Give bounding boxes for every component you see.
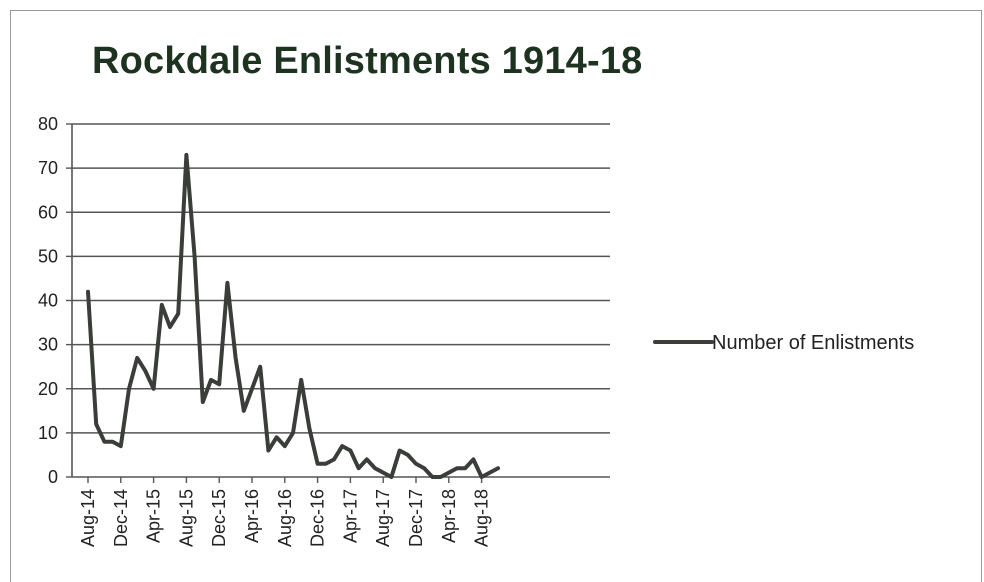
data-point xyxy=(406,453,410,457)
data-point xyxy=(463,466,467,470)
x-tick-label: Dec-15 xyxy=(209,489,229,547)
y-tick-label: 30 xyxy=(38,335,58,355)
data-point xyxy=(234,356,238,360)
data-point xyxy=(291,431,295,435)
data-point xyxy=(348,448,352,453)
data-point xyxy=(209,378,213,382)
data-point xyxy=(242,409,246,413)
data-point xyxy=(480,475,484,479)
y-tick-label: 80 xyxy=(38,114,58,134)
y-tick-label: 20 xyxy=(38,379,58,399)
y-tick-label: 60 xyxy=(38,202,58,222)
data-point xyxy=(160,303,164,307)
data-point xyxy=(496,466,500,470)
x-tick-label: Apr-17 xyxy=(340,489,360,543)
data-point xyxy=(488,470,492,475)
data-point xyxy=(455,466,459,470)
data-point xyxy=(340,444,344,448)
data-point xyxy=(307,426,311,431)
x-tick-label: Aug-17 xyxy=(373,489,393,547)
x-tick-label: Dec-16 xyxy=(308,489,328,547)
series-line-0 xyxy=(86,152,500,479)
data-point xyxy=(332,457,336,461)
x-tick-label: Aug-15 xyxy=(176,489,196,547)
series-layer xyxy=(86,152,500,479)
y-tick-label: 0 xyxy=(48,467,58,487)
x-tick-label: Aug-14 xyxy=(78,489,98,547)
data-point xyxy=(250,387,254,391)
x-tick-label: Dec-17 xyxy=(406,489,426,547)
legend: Number of Enlistments xyxy=(653,332,914,354)
data-point xyxy=(430,475,434,479)
x-tick-label: Aug-16 xyxy=(275,489,295,547)
data-point xyxy=(127,387,131,391)
y-tick-label: 10 xyxy=(38,423,58,443)
data-point xyxy=(94,422,98,426)
y-tick-label: 40 xyxy=(38,291,58,311)
data-point xyxy=(225,281,229,285)
y-tick-label: 70 xyxy=(38,158,58,178)
axes xyxy=(66,123,610,483)
data-point xyxy=(275,435,279,439)
data-point xyxy=(266,448,270,453)
data-point xyxy=(398,448,402,453)
data-point xyxy=(135,356,139,360)
data-point xyxy=(381,470,385,475)
data-point xyxy=(168,325,172,329)
data-point xyxy=(299,378,303,382)
data-point xyxy=(471,457,475,461)
x-tick-label: Dec-14 xyxy=(111,489,131,547)
data-point xyxy=(422,466,426,470)
data-point xyxy=(102,440,106,444)
data-point xyxy=(258,365,262,369)
data-point xyxy=(152,387,156,391)
chart-frame xyxy=(10,10,982,582)
data-point xyxy=(414,462,418,466)
data-point xyxy=(201,400,205,404)
data-point xyxy=(119,444,123,448)
x-tick-label: Aug-18 xyxy=(472,489,492,547)
y-tick-label: 50 xyxy=(38,246,58,266)
data-point xyxy=(357,466,361,470)
gridlines xyxy=(72,123,610,434)
legend-label: Number of Enlistments xyxy=(712,332,914,354)
x-axis-tick-labels: Aug-14 Dec-14 Apr-15 Aug-15 Dec-15 Apr-16 Aug-… xyxy=(78,489,492,547)
data-point xyxy=(143,369,147,373)
data-point xyxy=(373,466,377,470)
data-point xyxy=(389,475,393,479)
data-point xyxy=(217,382,221,386)
data-point xyxy=(111,440,115,444)
data-point xyxy=(365,457,369,461)
y-axis-tick-labels: 0 10 20 30 40 50 60 70 80 xyxy=(38,114,58,487)
data-point xyxy=(283,444,287,448)
data-point xyxy=(439,475,443,479)
data-point xyxy=(193,254,197,258)
data-point xyxy=(316,462,320,466)
data-point xyxy=(324,462,328,466)
data-point xyxy=(176,312,180,316)
x-tick-label: Apr-15 xyxy=(144,489,164,543)
data-point xyxy=(86,290,90,294)
x-tick-label: Apr-18 xyxy=(439,489,459,543)
data-point xyxy=(447,470,451,475)
chart-title: Rockdale Enlistments 1914-18 xyxy=(92,40,643,82)
data-point xyxy=(184,153,188,157)
x-tick-label: Apr-16 xyxy=(242,489,262,543)
